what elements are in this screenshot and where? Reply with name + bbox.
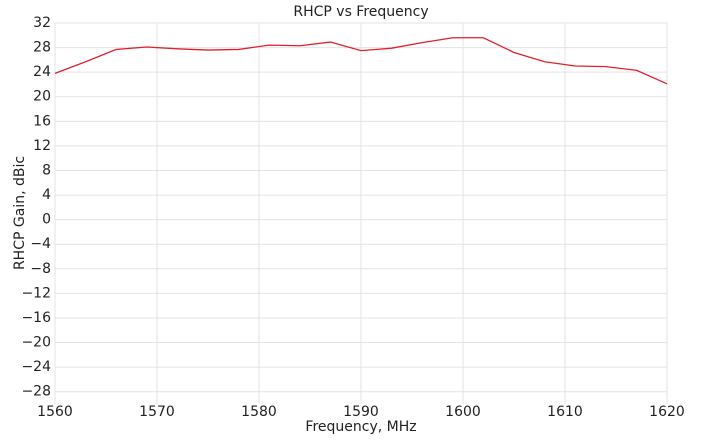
y-tick-label: −28 — [21, 384, 51, 400]
y-tick-label: −16 — [21, 310, 51, 326]
y-tick-label: 4 — [42, 187, 51, 203]
y-axis-label: RHCP Gain, dBic — [12, 156, 28, 270]
y-tick-label: −20 — [21, 335, 51, 351]
x-tick-label: 1590 — [343, 404, 379, 420]
y-tick-label: 8 — [42, 162, 51, 178]
chart-title: RHCP vs Frequency — [293, 4, 428, 20]
x-tick-label: 1560 — [37, 404, 73, 420]
y-tick-label: −12 — [21, 285, 51, 301]
y-tick-label: 12 — [33, 138, 51, 154]
y-tick-label: 20 — [33, 89, 51, 105]
x-tick-label: 1610 — [547, 404, 583, 420]
x-axis-label: Frequency, MHz — [305, 419, 416, 435]
x-tick-label: 1620 — [649, 404, 685, 420]
data-line — [54, 37, 668, 85]
x-tick-label: 1570 — [139, 404, 175, 420]
y-tick-label: −8 — [30, 261, 51, 277]
y-tick-label: 16 — [33, 113, 51, 129]
y-tick-label: 28 — [33, 40, 51, 56]
y-tick-label: 32 — [33, 15, 51, 31]
y-tick-label: −24 — [21, 359, 51, 375]
y-tick-label: −4 — [30, 236, 51, 252]
y-tick-label: 0 — [42, 212, 51, 228]
x-tick-label: 1600 — [445, 404, 481, 420]
x-tick-label: 1580 — [241, 404, 277, 420]
y-tick-label: 24 — [33, 64, 51, 80]
